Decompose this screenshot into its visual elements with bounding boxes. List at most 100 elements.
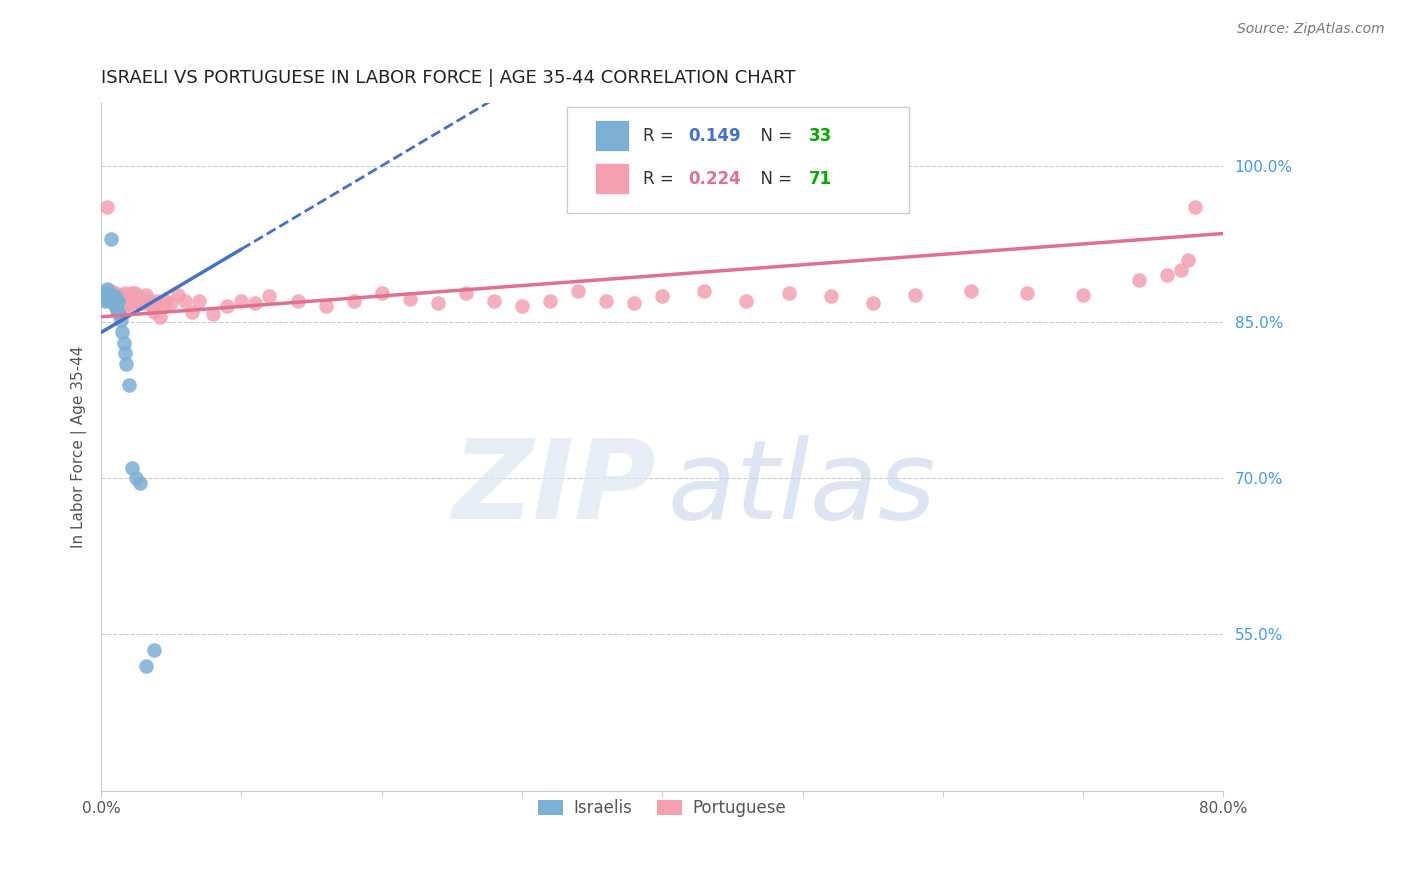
Point — [370, 285, 392, 300]
Point — [160, 296, 183, 310]
Text: atlas: atlas — [668, 434, 936, 541]
Point — [735, 294, 758, 309]
Point — [110, 313, 132, 327]
Point — [104, 294, 127, 309]
Point — [143, 304, 166, 318]
FancyBboxPatch shape — [595, 120, 628, 151]
Point — [96, 201, 118, 215]
Point — [121, 285, 143, 300]
Point — [105, 296, 128, 310]
Point — [623, 296, 645, 310]
Text: ISRAELI VS PORTUGUESE IN LABOR FORCE | AGE 35-44 CORRELATION CHART: ISRAELI VS PORTUGUESE IN LABOR FORCE | A… — [101, 69, 796, 87]
Point — [120, 294, 142, 309]
Point — [111, 326, 134, 340]
Point — [217, 300, 239, 314]
Point — [510, 300, 533, 314]
Point — [104, 289, 127, 303]
Point — [426, 296, 449, 310]
Point — [101, 294, 124, 309]
Point — [114, 285, 136, 300]
Text: R =: R = — [643, 170, 679, 188]
Legend: Israelis, Portuguese: Israelis, Portuguese — [531, 792, 793, 823]
Point — [1184, 201, 1206, 215]
Point — [1170, 263, 1192, 277]
Point — [96, 292, 118, 306]
Point — [114, 346, 136, 360]
Point — [101, 288, 124, 302]
Point — [693, 284, 716, 298]
Point — [146, 294, 169, 309]
Text: N =: N = — [749, 170, 797, 188]
Point — [107, 304, 129, 318]
Point — [98, 294, 121, 309]
Point — [181, 304, 204, 318]
Point — [778, 285, 800, 300]
Point — [121, 460, 143, 475]
Point — [135, 288, 157, 302]
Point — [231, 294, 253, 309]
Point — [315, 300, 337, 314]
Point — [107, 289, 129, 303]
Point — [129, 294, 152, 309]
Point — [115, 357, 138, 371]
Text: ZIP: ZIP — [453, 434, 657, 541]
Text: 0.149: 0.149 — [688, 127, 741, 145]
Point — [820, 289, 842, 303]
Point — [110, 288, 132, 302]
Point — [118, 288, 141, 302]
Point — [98, 289, 121, 303]
Point — [100, 232, 122, 246]
Point — [108, 296, 131, 310]
Point — [97, 290, 120, 304]
Point — [103, 292, 125, 306]
Point — [398, 292, 420, 306]
FancyBboxPatch shape — [567, 107, 910, 213]
Point — [112, 300, 135, 314]
Point — [862, 296, 884, 310]
Point — [111, 294, 134, 309]
Point — [132, 296, 155, 310]
Point — [174, 294, 197, 309]
Point — [141, 300, 163, 314]
Point — [259, 289, 281, 303]
Point — [149, 310, 172, 324]
Point — [98, 292, 121, 306]
Point — [454, 285, 477, 300]
Point — [287, 294, 309, 309]
Point — [188, 294, 211, 309]
Point — [101, 294, 124, 309]
Text: R =: R = — [643, 127, 679, 145]
Point — [103, 296, 125, 310]
Point — [125, 294, 148, 309]
Point — [651, 289, 673, 303]
Point — [167, 288, 190, 302]
Point — [482, 294, 505, 309]
Point — [595, 294, 617, 309]
FancyBboxPatch shape — [595, 163, 628, 194]
Point — [904, 288, 927, 302]
Point — [97, 288, 120, 302]
Point — [105, 302, 128, 317]
Point — [143, 643, 166, 657]
Point — [202, 307, 225, 321]
Point — [538, 294, 561, 309]
Point — [118, 377, 141, 392]
Text: Source: ZipAtlas.com: Source: ZipAtlas.com — [1237, 22, 1385, 37]
Point — [100, 284, 122, 298]
Text: 0.224: 0.224 — [688, 170, 741, 188]
Text: 71: 71 — [810, 170, 832, 188]
Text: 33: 33 — [810, 127, 832, 145]
Point — [96, 282, 118, 296]
Point — [108, 307, 131, 321]
Point — [104, 285, 127, 300]
Point — [105, 294, 128, 309]
Point — [1156, 268, 1178, 282]
Point — [115, 294, 138, 309]
Point — [155, 294, 177, 309]
Point — [567, 284, 589, 298]
Point — [152, 300, 174, 314]
Point — [94, 294, 117, 309]
Point — [1177, 252, 1199, 267]
Point — [93, 289, 115, 303]
Point — [107, 294, 129, 309]
